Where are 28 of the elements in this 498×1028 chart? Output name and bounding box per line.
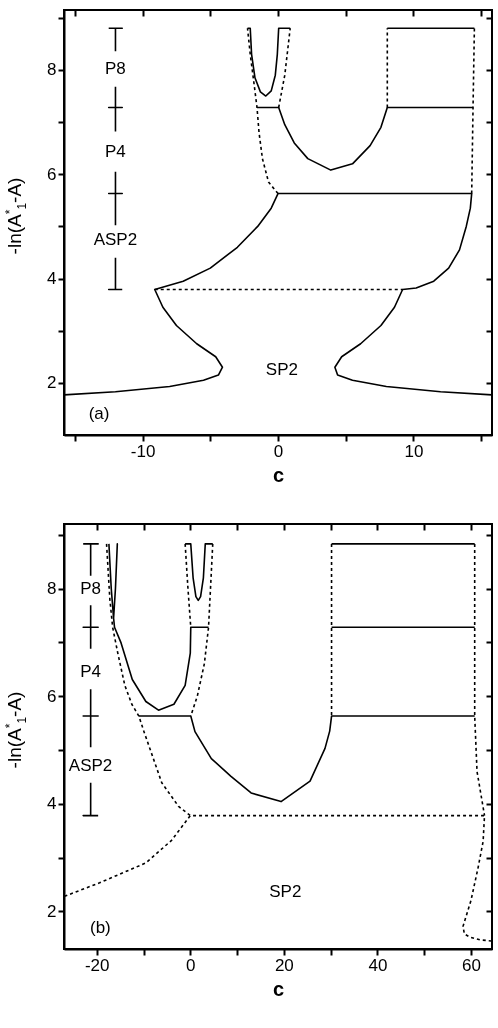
annotation: P8 — [104, 59, 126, 79]
y-tick-label: 4 — [47, 794, 57, 814]
y-tick-label: 2 — [47, 901, 57, 921]
y-tick-label: 8 — [47, 60, 57, 80]
annotation: ASP2 — [93, 229, 138, 249]
annotation: (a) — [88, 403, 110, 423]
y-tick-label: 4 — [47, 269, 57, 289]
y-tick-label: 2 — [47, 373, 57, 393]
x-tick-label: 60 — [461, 955, 481, 975]
x-tick-label: 0 — [186, 955, 196, 975]
annotation: SP2 — [269, 881, 302, 901]
x-tick-label: -20 — [84, 955, 110, 975]
x-axis-title: c — [272, 463, 285, 486]
x-tick-label: 0 — [273, 441, 284, 461]
x-tick-label: 20 — [274, 955, 294, 975]
x-tick-label: -10 — [130, 441, 156, 461]
y-tick-label: 8 — [47, 579, 57, 599]
annotation: ASP2 — [68, 756, 113, 776]
y-tick-label: 6 — [47, 164, 57, 184]
annotation: SP2 — [265, 359, 298, 379]
y-tick-label: 6 — [47, 686, 57, 706]
annotation: P8 — [80, 578, 101, 598]
x-tick-label: 40 — [368, 955, 388, 975]
annotation: P4 — [104, 142, 126, 162]
x-axis-title: c — [272, 977, 285, 1000]
x-tick-label: 10 — [404, 441, 424, 461]
annotation: (b) — [89, 918, 111, 938]
annotation: P4 — [80, 662, 101, 682]
